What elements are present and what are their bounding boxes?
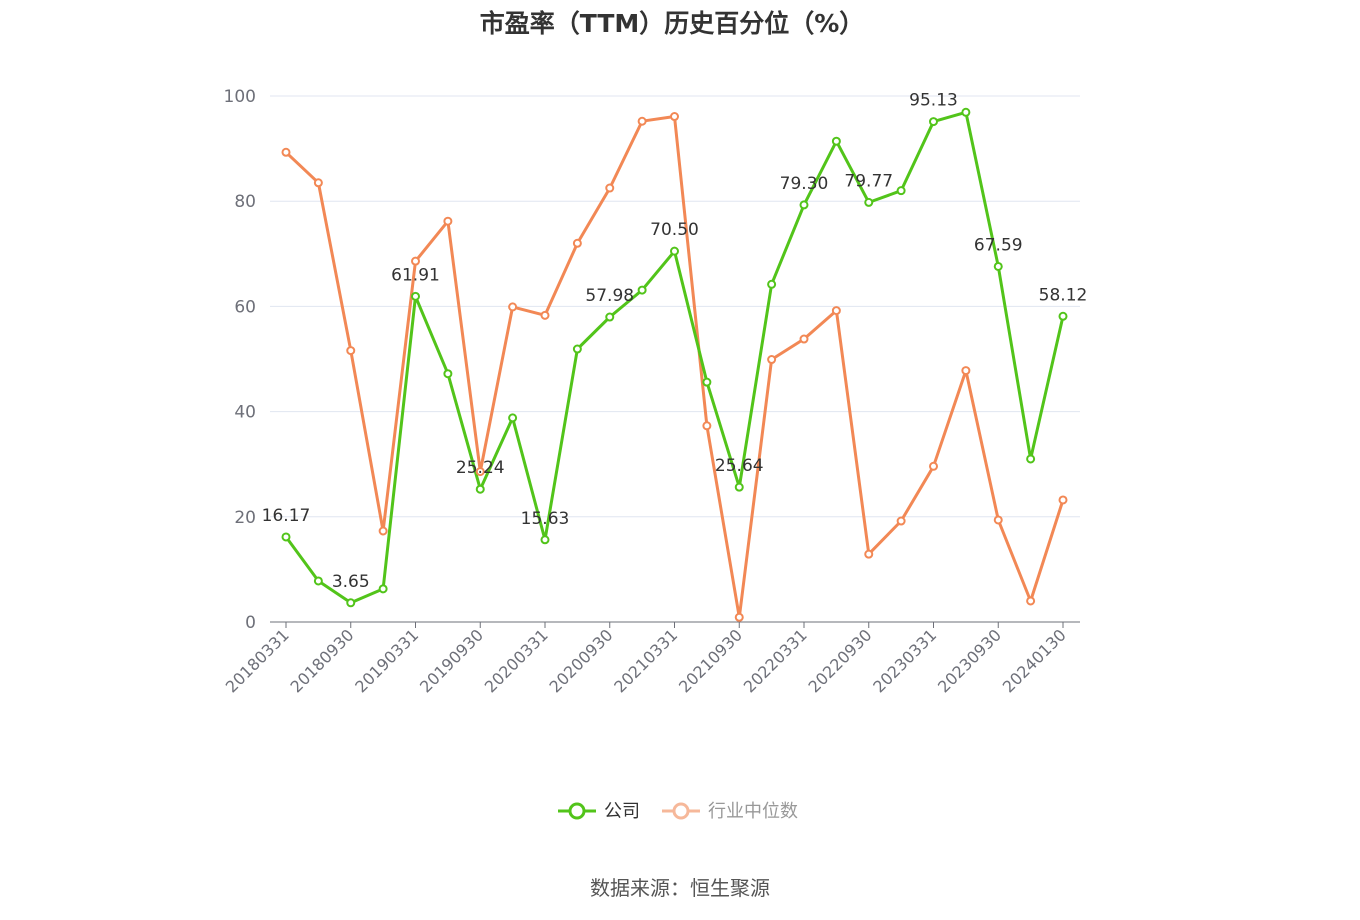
data-point bbox=[475, 484, 485, 494]
data-points bbox=[281, 107, 1068, 622]
data-point bbox=[670, 246, 679, 256]
x-tick-label: 20220930 bbox=[805, 625, 876, 696]
data-point bbox=[637, 285, 647, 295]
x-tick-label: 20230930 bbox=[934, 625, 1005, 696]
data-point bbox=[1058, 311, 1068, 321]
data-point bbox=[767, 355, 777, 365]
chart-title: 市盈率（TTM）历史百分位（%） bbox=[480, 9, 865, 38]
data-point bbox=[896, 186, 906, 196]
y-tick-label: 80 bbox=[234, 192, 256, 212]
x-axis: 2018033120180930201903312019093020200331… bbox=[222, 621, 1080, 696]
data-point bbox=[313, 576, 323, 586]
x-tick-label: 20210930 bbox=[675, 625, 746, 696]
series-lines bbox=[284, 110, 1065, 619]
data-point bbox=[799, 200, 809, 210]
data-point bbox=[378, 584, 388, 594]
data-point bbox=[605, 312, 615, 322]
data-label: 67.59 bbox=[974, 235, 1023, 255]
data-label: 58.12 bbox=[1039, 285, 1088, 305]
y-tick-label: 20 bbox=[234, 508, 256, 528]
data-point bbox=[702, 377, 712, 387]
data-point bbox=[475, 467, 485, 477]
data-point bbox=[411, 291, 420, 301]
data-label: 25.24 bbox=[456, 458, 505, 478]
data-point bbox=[993, 261, 1003, 271]
data-label: 16.17 bbox=[262, 506, 311, 526]
x-tick-label: 20190331 bbox=[351, 625, 422, 696]
data-point bbox=[508, 413, 518, 423]
data-point bbox=[313, 178, 323, 188]
y-tick-label: 100 bbox=[224, 87, 256, 107]
legend-item-0[interactable]: 公司 bbox=[558, 801, 640, 822]
data-label: 57.98 bbox=[585, 286, 634, 306]
legend-label: 公司 bbox=[604, 801, 640, 822]
legend-marker bbox=[672, 802, 690, 820]
source-note: 数据来源：恒生聚源 bbox=[590, 876, 770, 900]
data-point bbox=[993, 515, 1003, 525]
x-tick-label: 20230331 bbox=[869, 625, 940, 696]
data-point bbox=[637, 116, 647, 126]
data-labels: 16.17 3.65 61.91 25.24 15.63 57.98 70.50 25.64 7… bbox=[262, 91, 1088, 592]
data-point bbox=[1058, 495, 1068, 505]
series-line-1 bbox=[284, 115, 1065, 619]
data-point bbox=[896, 516, 906, 526]
data-point bbox=[1026, 454, 1036, 464]
data-point bbox=[346, 598, 356, 608]
data-point bbox=[508, 302, 518, 312]
data-point bbox=[540, 535, 550, 545]
data-point bbox=[961, 366, 971, 376]
x-tick-label: 20210331 bbox=[610, 625, 681, 696]
data-point bbox=[734, 482, 744, 492]
data-label: 61.91 bbox=[391, 265, 440, 285]
x-tick-label: 20220331 bbox=[740, 625, 811, 696]
data-point bbox=[572, 238, 582, 248]
data-point bbox=[281, 147, 291, 157]
y-axis: 0 20 40 60 80 100 bbox=[224, 87, 256, 633]
data-label: 70.50 bbox=[650, 220, 699, 240]
data-label: 79.30 bbox=[780, 174, 829, 194]
y-tick-label: 40 bbox=[234, 403, 256, 423]
data-point bbox=[961, 107, 971, 117]
y-tick-label: 0 bbox=[245, 613, 256, 633]
legend[interactable]: 公司 行业中位数 bbox=[558, 801, 798, 822]
data-point bbox=[864, 197, 874, 207]
data-point bbox=[572, 344, 582, 354]
data-label: 95.13 bbox=[909, 91, 958, 111]
data-label: 25.64 bbox=[715, 456, 764, 476]
data-point bbox=[281, 532, 291, 542]
legend-item-1[interactable]: 行业中位数 bbox=[662, 801, 798, 822]
x-tick-label: 20200331 bbox=[481, 625, 552, 696]
legend-marker bbox=[568, 802, 586, 820]
x-tick-label: 20240130 bbox=[999, 625, 1070, 696]
y-tick-label: 60 bbox=[234, 297, 256, 317]
data-point bbox=[1026, 596, 1036, 606]
data-point bbox=[378, 526, 388, 536]
grid bbox=[270, 95, 1080, 518]
data-point bbox=[929, 117, 938, 127]
data-label: 3.65 bbox=[332, 572, 370, 592]
x-tick-label: 20200930 bbox=[546, 625, 617, 696]
data-point bbox=[734, 612, 744, 622]
data-point bbox=[443, 216, 453, 226]
data-label: 79.77 bbox=[844, 171, 893, 191]
data-label: 15.63 bbox=[521, 509, 570, 529]
legend-label: 行业中位数 bbox=[708, 801, 798, 822]
data-point bbox=[864, 549, 874, 559]
data-point bbox=[346, 346, 356, 356]
data-point bbox=[443, 369, 453, 379]
data-point bbox=[411, 256, 420, 266]
data-point bbox=[540, 310, 550, 320]
data-point bbox=[670, 112, 679, 122]
x-tick-label: 20190930 bbox=[416, 625, 487, 696]
x-tick-label: 20180331 bbox=[222, 625, 293, 696]
data-point bbox=[767, 279, 777, 289]
data-point bbox=[702, 421, 712, 431]
x-tick-label: 20180930 bbox=[287, 625, 358, 696]
data-point bbox=[605, 183, 615, 193]
data-point bbox=[831, 306, 841, 316]
data-point bbox=[929, 461, 938, 471]
data-point bbox=[831, 136, 841, 146]
data-point bbox=[799, 334, 809, 344]
